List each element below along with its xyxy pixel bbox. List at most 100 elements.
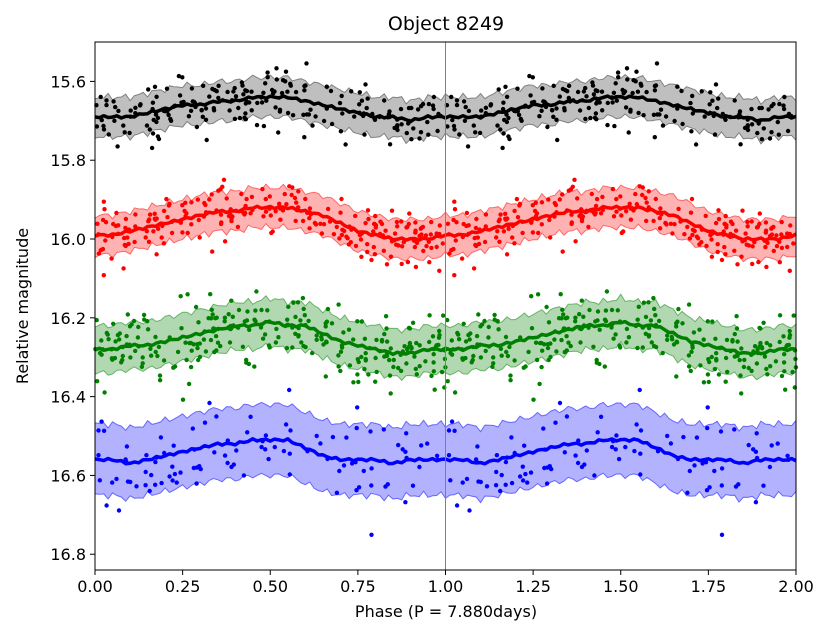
data-point (202, 420, 208, 425)
data-point (643, 195, 648, 201)
data-point (745, 123, 750, 128)
data-point (406, 221, 411, 227)
data-point (216, 95, 221, 101)
data-point (109, 256, 114, 261)
data-point (713, 220, 719, 226)
data-point (285, 317, 290, 322)
data-point (192, 99, 197, 105)
data-point (403, 500, 408, 505)
data-point (685, 490, 690, 495)
data-point (584, 448, 589, 453)
data-point (449, 248, 454, 253)
data-point (212, 349, 217, 355)
data-point (236, 307, 242, 313)
data-point (759, 105, 764, 111)
data-point (763, 244, 768, 250)
data-point (579, 464, 585, 470)
data-point (226, 312, 231, 317)
data-point (276, 335, 281, 340)
data-point (448, 478, 453, 483)
data-point (446, 428, 452, 433)
data-point (745, 219, 750, 225)
data-point (753, 449, 759, 454)
data-point (138, 102, 143, 107)
data-point (410, 320, 416, 325)
data-point (451, 123, 457, 129)
data-point (724, 225, 729, 230)
data-point (183, 200, 188, 205)
data-point (719, 483, 724, 488)
data-point (404, 361, 409, 366)
x-tick-label: 0.75 (340, 577, 376, 596)
data-point (611, 336, 616, 341)
data-point (781, 334, 786, 339)
data-point (313, 114, 318, 119)
data-point (159, 235, 164, 240)
data-point (260, 336, 266, 341)
data-point (341, 463, 347, 468)
data-point (215, 340, 221, 345)
data-point (540, 348, 545, 353)
data-point (454, 220, 459, 225)
data-point (222, 239, 228, 244)
data-point (412, 244, 418, 250)
data-point (688, 368, 693, 374)
data-point (652, 306, 657, 312)
data-point (586, 224, 591, 230)
data-point (179, 326, 184, 331)
data-point (512, 208, 517, 214)
data-point (540, 86, 545, 91)
data-point (768, 364, 773, 369)
data-point (189, 348, 194, 353)
data-point (164, 86, 170, 91)
data-point (654, 61, 660, 66)
data-point (287, 387, 292, 393)
data-point (464, 210, 470, 216)
data-point (553, 202, 559, 208)
data-point (155, 353, 160, 359)
data-point (252, 317, 257, 322)
data-point (758, 344, 764, 349)
data-point (663, 220, 668, 226)
data-point (635, 89, 641, 94)
data-point (713, 82, 719, 87)
data-point (423, 233, 429, 238)
data-point (373, 213, 378, 219)
data-point (634, 422, 639, 427)
data-point (782, 352, 787, 357)
data-point (240, 344, 246, 349)
data-point (594, 101, 599, 106)
data-point (306, 318, 311, 324)
data-point (732, 331, 737, 337)
data-point (259, 100, 265, 105)
data-point (283, 69, 289, 74)
data-point (307, 206, 313, 211)
data-point (300, 295, 306, 301)
data-point (690, 111, 695, 116)
data-point (135, 335, 141, 340)
data-point (265, 75, 270, 80)
data-point (761, 320, 766, 325)
data-point (530, 203, 535, 208)
data-point (254, 289, 259, 294)
data-point (614, 196, 619, 202)
data-point (464, 476, 470, 482)
data-point (413, 366, 418, 372)
data-point (150, 100, 156, 105)
data-point (321, 222, 327, 227)
data-point (698, 363, 703, 368)
data-point (516, 112, 522, 118)
data-point (579, 216, 585, 221)
data-point (249, 194, 255, 200)
data-point (232, 116, 238, 122)
data-point (500, 145, 505, 151)
data-point (345, 236, 350, 241)
data-point (128, 479, 133, 485)
data-point (554, 349, 559, 354)
data-point (674, 374, 679, 379)
data-point (146, 239, 152, 244)
data-point (465, 144, 471, 149)
data-point (716, 216, 722, 222)
data-point (428, 232, 433, 237)
data-point (395, 123, 400, 128)
